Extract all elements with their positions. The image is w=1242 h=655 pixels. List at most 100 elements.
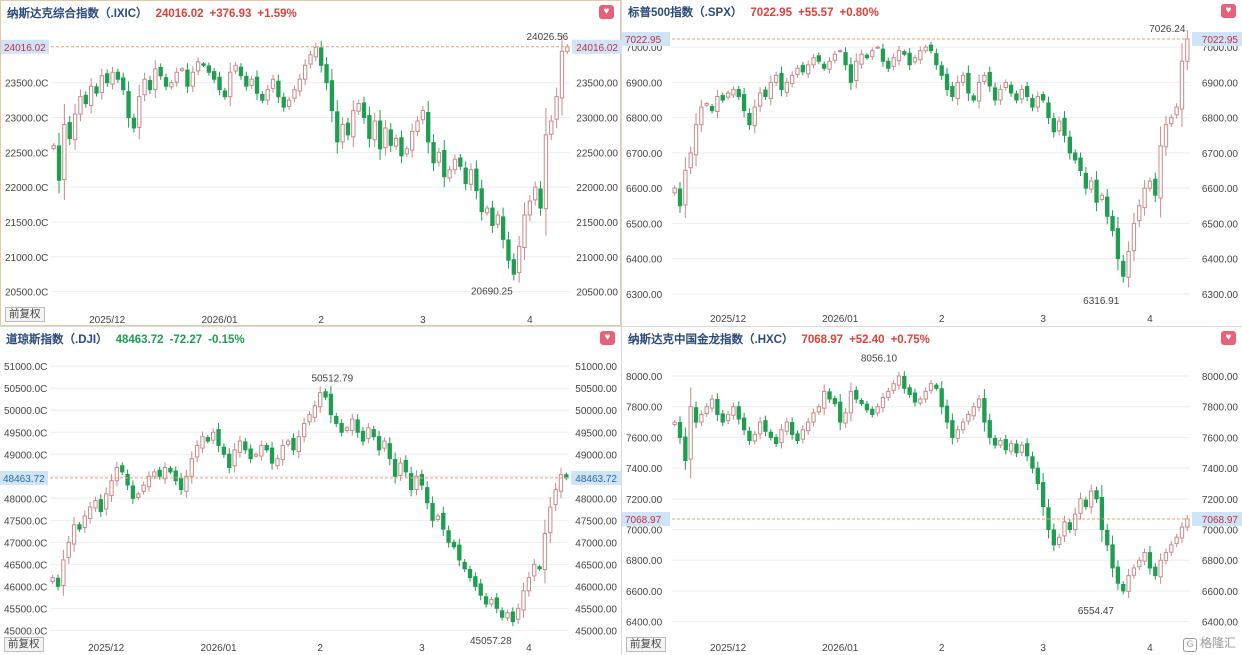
y-tick-label-right: 49000.00	[575, 450, 617, 461]
candle	[928, 42, 934, 54]
candle	[104, 487, 109, 516]
candle	[137, 84, 142, 140]
chart-panel-spx[interactable]: 6300.00 6300.00 6400.00 6400.00 6500.00 6500.…	[622, 0, 1242, 326]
candle	[1185, 30, 1190, 71]
chart-panel-dji[interactable]: 45000.0C 45000.00 45500.0C 45500.00 46000.0C…	[0, 327, 621, 655]
candle	[1115, 560, 1121, 591]
hxc-chart[interactable]: 6400.00 6400.00 6600.00 6600.00 6800.00 6800.…	[622, 327, 1242, 655]
candle-body	[1147, 180, 1153, 189]
candle-body	[998, 88, 1003, 101]
candle-body	[955, 429, 960, 439]
candle	[1040, 91, 1046, 104]
candle	[462, 558, 467, 573]
candle	[404, 145, 409, 157]
candle	[510, 607, 515, 627]
candle	[795, 430, 800, 445]
candle-body	[232, 449, 237, 467]
candle	[741, 87, 747, 118]
price-adjust-button[interactable]: 前复权	[5, 307, 45, 322]
dji-chart[interactable]: 45000.0C 45000.00 45500.0C 45500.00 46000.0C…	[0, 327, 621, 655]
candle	[366, 422, 371, 444]
spx-chart[interactable]: 6300.00 6300.00 6400.00 6400.00 6500.00 6500.…	[622, 0, 1242, 326]
candle	[522, 202, 527, 261]
price-adjust-button[interactable]: 前复权	[626, 637, 666, 652]
favorite-heart-icon[interactable]: ♥	[600, 331, 615, 345]
favorite-heart-icon[interactable]: ♥	[1221, 4, 1236, 18]
y-tick-label: 46000.0C	[4, 582, 47, 593]
candle-body	[500, 216, 506, 240]
candle	[918, 396, 923, 406]
candle	[506, 231, 511, 269]
chart-panel-ixic[interactable]: 20500.0C 20500.00 21000.0C 21000.00 21500.0C…	[0, 0, 622, 327]
candle	[971, 93, 976, 103]
candle	[1179, 522, 1185, 544]
y-tick-label-right: 6400.00	[1202, 255, 1239, 266]
chart-panel-hxc[interactable]: 6400.00 6400.00 6600.00 6600.00 6800.00 6800.…	[622, 327, 1242, 655]
candle-body	[237, 440, 243, 453]
candle	[773, 71, 779, 87]
candle-body	[912, 392, 918, 403]
candle	[308, 50, 313, 69]
favorite-heart-icon[interactable]: ♥	[1221, 331, 1236, 345]
candle-body	[1014, 443, 1019, 454]
candle	[334, 412, 339, 428]
candle	[1019, 84, 1024, 104]
candle	[505, 609, 510, 621]
candle-body	[848, 390, 854, 414]
candle-body	[747, 430, 752, 442]
candle-body	[683, 436, 688, 461]
candle	[1094, 171, 1099, 212]
y-tick-label: 6500.00	[626, 219, 663, 230]
candle	[720, 409, 725, 427]
candle	[955, 425, 960, 443]
candle-body	[162, 466, 168, 480]
candle-body	[281, 96, 286, 108]
candle-body	[880, 397, 886, 409]
candle-body	[200, 436, 205, 449]
candle-body	[944, 73, 950, 90]
candle-body	[838, 50, 843, 53]
candle	[1089, 484, 1094, 514]
candle	[50, 574, 55, 585]
x-tick-label: 2026/01	[822, 314, 859, 325]
candle-body	[323, 391, 328, 398]
candle-body	[137, 96, 142, 128]
candle	[126, 81, 131, 128]
candle	[725, 90, 731, 100]
candle	[494, 593, 499, 614]
y-tick-label-right: 6700.00	[1202, 149, 1239, 160]
y-tick-label: 45000.0C	[4, 626, 47, 637]
x-tick-label: 2025/12	[89, 315, 126, 326]
y-tick-label: 6700.00	[626, 149, 663, 160]
candle-body	[217, 76, 222, 91]
candle	[291, 433, 296, 456]
candle-body	[457, 544, 462, 561]
candle	[147, 76, 153, 95]
candle	[425, 481, 430, 510]
candle-body	[238, 66, 244, 77]
candle	[1030, 451, 1035, 474]
y-tick-label-right: 50500.00	[575, 384, 617, 395]
candle-body	[1094, 179, 1099, 203]
candle-body	[843, 412, 848, 424]
candle-body	[1142, 552, 1147, 562]
candle-body	[757, 92, 763, 107]
candle	[93, 496, 98, 512]
y-tick-label-right: 23000.00	[576, 114, 618, 125]
candle	[854, 53, 859, 89]
candle	[114, 461, 120, 487]
ixic-chart[interactable]: 20500.0C 20500.00 21000.0C 21000.00 21500.0C…	[1, 1, 622, 327]
candle-body	[1083, 499, 1089, 508]
price-adjust-button[interactable]: 前复权	[4, 637, 44, 652]
favorite-heart-icon[interactable]: ♥	[599, 5, 614, 19]
candle	[992, 82, 998, 106]
last-price-label-left: 24016.02	[4, 43, 46, 54]
candle-body	[950, 86, 955, 97]
candle-body	[409, 473, 414, 490]
candle	[1083, 166, 1089, 195]
candle-body	[318, 392, 323, 408]
candle	[565, 43, 570, 55]
candle-body	[559, 50, 565, 99]
candle-body	[1115, 566, 1121, 584]
candle	[244, 71, 249, 91]
